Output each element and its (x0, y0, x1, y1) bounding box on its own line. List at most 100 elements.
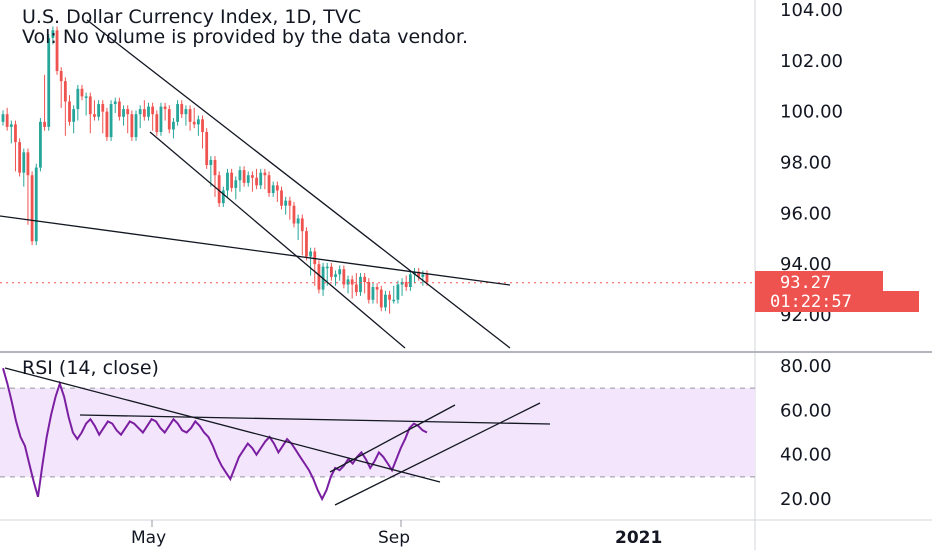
price-axis-label: 96.00 (780, 203, 832, 224)
candle-body (338, 269, 342, 275)
candle-body (238, 170, 242, 181)
price-axis-label: 100.00 (780, 102, 843, 123)
rsi-channel-upper-line[interactable] (329, 404, 456, 473)
candle-body (76, 88, 80, 110)
candle-body (396, 284, 400, 300)
candle-body (354, 284, 358, 293)
candle-body (63, 81, 67, 102)
candle-body (404, 281, 408, 288)
candle-body (263, 172, 267, 176)
candle-body (84, 96, 88, 98)
price-axis-label: 104.00 (780, 0, 843, 21)
rsi-band (0, 388, 755, 477)
rsi-indicator-legend[interactable]: RSI (14, close) (22, 357, 159, 379)
candle-body (72, 109, 76, 122)
candle-body (251, 175, 254, 178)
rsi-axis[interactable]: 80.00 60.00 40.00 20.00 (780, 356, 832, 510)
candle-body (363, 276, 367, 282)
candle-body (109, 104, 113, 138)
candle-body (242, 170, 246, 183)
candle-body (180, 104, 184, 115)
candle-body (334, 274, 337, 277)
candle-body (26, 152, 30, 176)
candle-body (167, 109, 171, 130)
candle-body (142, 109, 146, 117)
price-trendlines[interactable] (0, 19, 511, 349)
rsi-trendlines[interactable] (4, 367, 551, 506)
candle-body (271, 185, 275, 193)
candle-body (97, 104, 101, 117)
candle-body (147, 106, 150, 117)
candle-body (51, 30, 55, 38)
candle-body (39, 121, 42, 168)
candle-body (413, 271, 416, 275)
candle-body (350, 279, 354, 285)
rsi-horizontal-trendline[interactable] (79, 414, 551, 425)
candle-body (246, 175, 250, 183)
candle-body (172, 121, 175, 130)
candle-body (18, 142, 22, 173)
candle-body (130, 114, 134, 138)
candle-body (342, 269, 346, 285)
candle-body (284, 200, 288, 206)
candle-body (213, 159, 217, 176)
channel-upper-trendline[interactable] (86, 19, 511, 349)
candle-body (188, 109, 192, 122)
candle-body (317, 264, 321, 290)
candle-body (375, 287, 379, 290)
candle-body (221, 190, 225, 204)
candle-body (400, 281, 404, 285)
candle-body (201, 119, 204, 132)
candle-body (30, 175, 34, 242)
candle-body (22, 152, 26, 173)
rsi-down-trendline[interactable] (4, 367, 441, 483)
candle-body (392, 299, 396, 302)
candle-body (421, 274, 425, 277)
candle-body (159, 106, 163, 132)
candle-body (292, 205, 296, 224)
last-price-value: 93.27 (780, 273, 831, 293)
candle-body (134, 114, 138, 138)
candle-body (305, 231, 308, 257)
price-candles (1, 26, 429, 314)
candle-body (9, 124, 13, 127)
candle-body (176, 104, 179, 122)
last-price-badge (755, 271, 883, 292)
volume-note: Vol: No volume is provided by the data v… (22, 26, 469, 48)
countdown-badge (755, 291, 919, 312)
candle-body (217, 175, 221, 204)
candle-body (384, 294, 387, 308)
long-support-trendline[interactable] (0, 215, 511, 286)
price-axis-label: 98.00 (780, 153, 832, 174)
candle-body (163, 106, 167, 110)
candle-body (209, 159, 213, 166)
time-label-may: May (131, 528, 166, 548)
candle-body (309, 251, 313, 257)
candle-body (59, 71, 63, 82)
candle-body (275, 185, 279, 191)
candle-body (296, 218, 300, 224)
candle-body (367, 281, 371, 300)
candle-body (122, 109, 125, 117)
candle-body (113, 101, 117, 105)
candle-body (5, 114, 9, 127)
candle-body (1, 114, 5, 122)
channel-lower-trendline[interactable] (149, 131, 406, 349)
time-axis[interactable]: May Sep 2021 (131, 520, 662, 548)
candle-body (371, 287, 375, 300)
candle-body (388, 294, 391, 300)
bar-countdown: 01:22:57 (770, 292, 852, 312)
candle-body (288, 200, 292, 206)
candle-body (43, 121, 46, 127)
candle-body (93, 114, 96, 117)
chart-title-legend[interactable]: U.S. Dollar Currency Index, 1D, TVC (22, 6, 362, 28)
rsi-channel-lower-line[interactable] (334, 402, 541, 506)
candle-body (34, 167, 38, 242)
candle-body (68, 101, 71, 122)
candle-body (155, 114, 159, 132)
candle-body (408, 274, 412, 288)
price-axis-label: 94.00 (780, 254, 832, 275)
candle-body (205, 132, 209, 166)
